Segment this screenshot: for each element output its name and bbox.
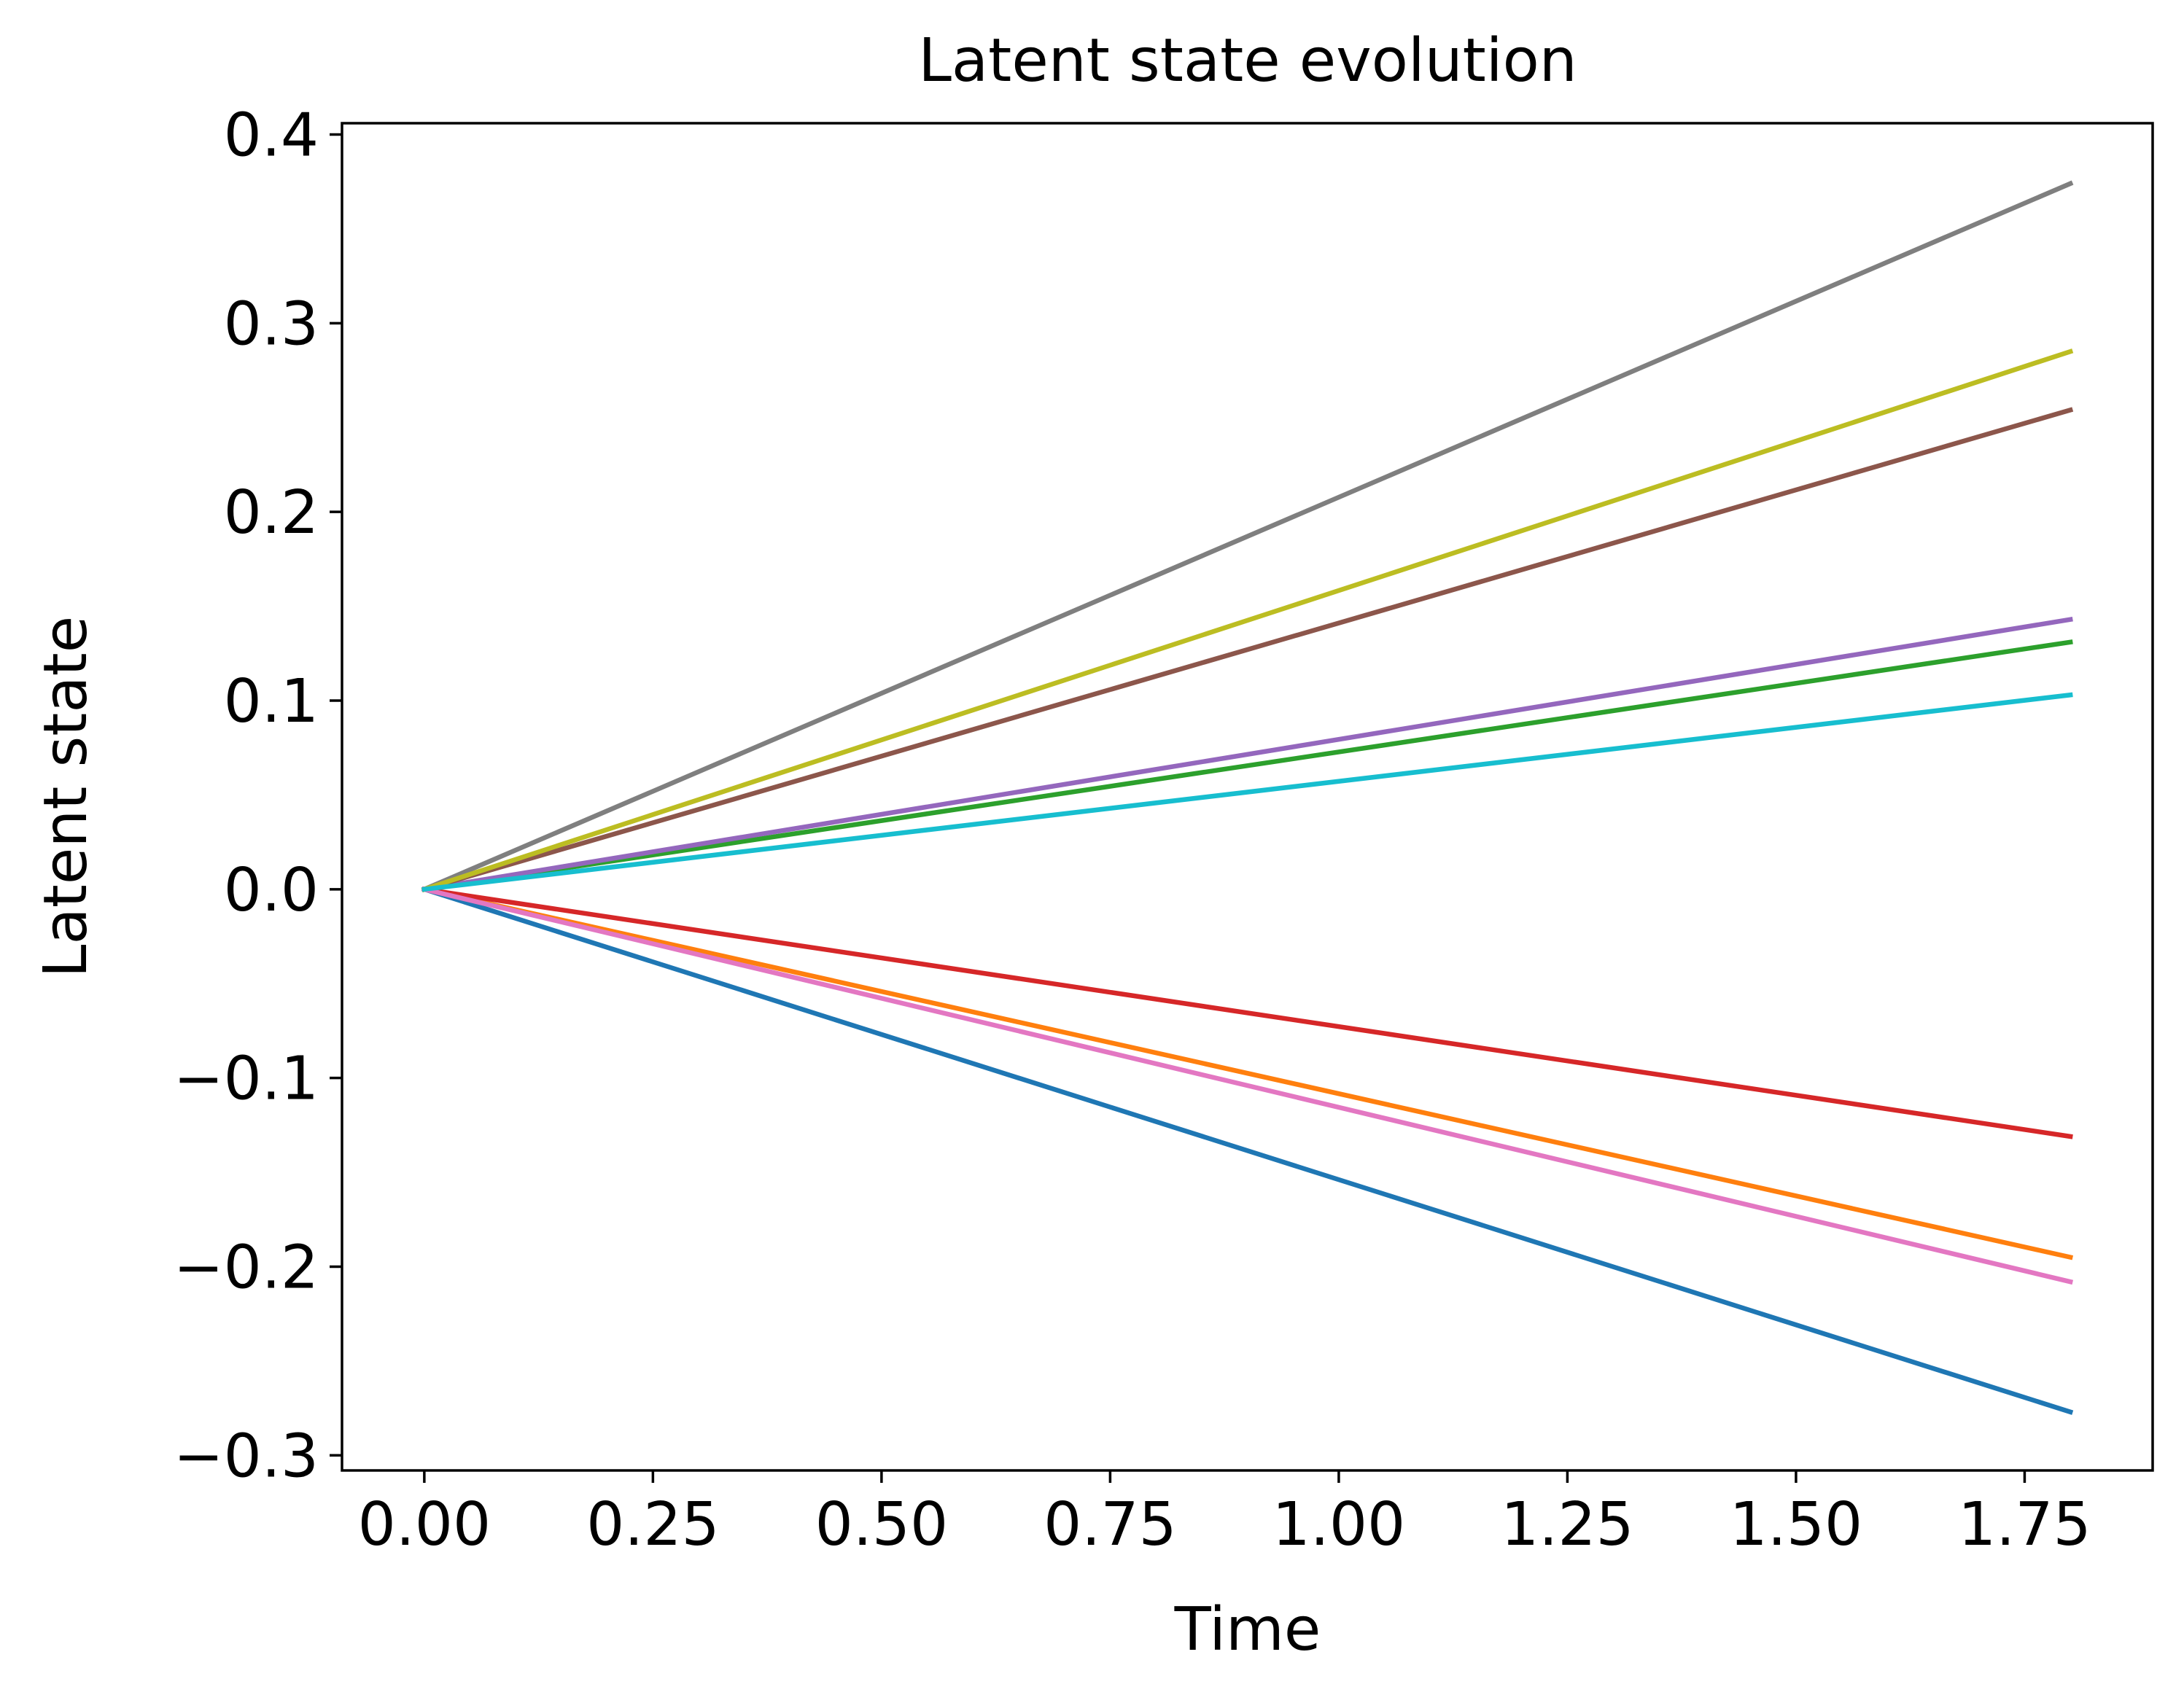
plot-frame [341,122,2154,1472]
series-line-4 [421,886,2073,1139]
x-tick-label: 1.50 [1730,1490,1863,1559]
series-line-5 [421,616,2073,892]
series-line-8 [421,180,2074,893]
x-axis-label: Time [1174,1595,1321,1664]
y-tick-label: 0.0 [224,856,319,925]
y-tick-label: 0.1 [224,667,319,736]
series-line-2 [421,886,2074,1260]
series-line-9 [421,348,2074,892]
series-line-6 [421,407,2074,892]
x-tick-label: 1.75 [1958,1490,2091,1559]
y-tick-label: 0.3 [224,289,319,359]
y-axis-label: Latent state [31,616,101,978]
series-line-3 [421,639,2073,892]
series-layer [421,180,2074,1415]
y-axis-ticks: −0.3 −0.2 −0.1 0.0 0.1 0.2 0.3 0.4 [174,101,342,1491]
x-tick-label: 0.50 [815,1490,949,1559]
x-tick-label: 0.75 [1044,1490,1177,1559]
x-tick-label: 0.00 [358,1490,491,1559]
y-tick-label: −0.1 [174,1045,319,1114]
y-tick-label: −0.2 [174,1233,319,1302]
x-axis-ticks: 0.00 0.25 0.50 0.75 1.00 1.25 1.50 1.75 [358,1470,2091,1559]
series-line-10 [421,692,2073,892]
series-line-7 [421,886,2074,1285]
x-tick-label: 1.00 [1272,1490,1406,1559]
x-tick-label: 0.25 [586,1490,720,1559]
y-tick-label: 0.2 [224,478,319,547]
series-line-1 [421,886,2074,1415]
y-tick-label: 0.4 [224,101,319,171]
x-tick-label: 1.25 [1501,1490,1634,1559]
y-tick-label: −0.3 [174,1422,319,1491]
chart-title: Latent state evolution [918,26,1577,96]
